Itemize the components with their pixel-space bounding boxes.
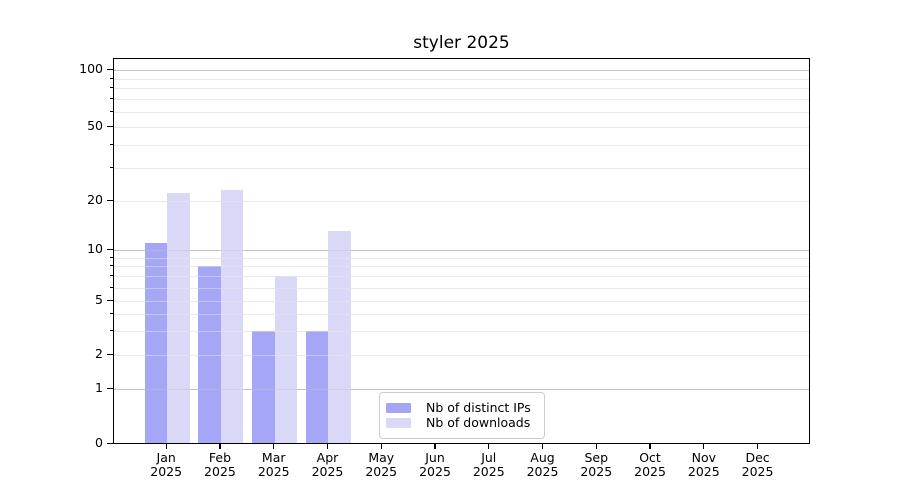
y-minor-tick-mark [110,286,113,288]
bars-layer [114,59,809,443]
gridline-minor [114,145,809,147]
gridline-minor [114,257,809,259]
x-tick-mark [326,443,329,449]
y-tick-label: 5 [95,292,103,307]
x-tick-mark [703,443,705,449]
legend-item-downloads: Nb of downloads [386,415,544,430]
bar-distinct-ips [305,331,329,443]
bar-downloads [167,193,190,443]
y-tick-mark [107,126,113,128]
legend: Nb of distinct IPs Nb of downloads [379,392,545,439]
gridline-minor [114,201,809,202]
y-tick-mark [107,388,113,390]
y-tick-label: 1 [95,380,103,395]
legend-swatch-distinct-ips [386,402,411,413]
x-tick-label: Mar 2025 [257,450,290,479]
x-tick-mark [649,443,651,449]
chart-title: styler 2025 [413,33,510,53]
bar-distinct-ips [198,266,221,443]
legend-label-downloads: Nb of downloads [426,415,531,430]
legend-label-distinct-ips: Nb of distinct IPs [426,399,531,415]
x-tick-label: May 2025 [365,450,398,479]
gridline-layer [114,59,809,443]
plot-area: Nb of distinct IPs Nb of downloads [113,58,810,444]
gridline-minor [114,112,809,113]
y-tick-label: 0 [95,435,103,450]
gridline-minor [114,168,809,170]
bar-downloads [274,276,298,443]
x-tick-label: Feb 2025 [204,450,236,479]
y-tick-mark [107,69,113,71]
y-tick-label: 20 [87,192,103,207]
y-minor-tick-mark [110,167,113,169]
x-tick-mark [380,443,382,449]
x-tick-mark [273,443,275,449]
legend-swatch-downloads [386,418,411,429]
gridline-minor [114,301,809,302]
bar-downloads [328,231,351,443]
y-minor-tick-mark [110,330,113,332]
y-tick-label: 100 [79,61,103,76]
x-tick-label: Jul 2025 [472,450,505,479]
x-tick-label: Nov 2025 [687,450,720,479]
x-tick-label: Oct 2025 [634,450,666,479]
y-minor-tick-mark [110,144,113,146]
y-minor-tick-mark [110,77,113,79]
y-minor-tick-mark [110,265,113,267]
gridline-minor [114,88,809,90]
gridline-minor [114,99,809,101]
x-tick-mark [595,443,597,449]
x-tick-mark [219,443,221,449]
y-tick-label: 50 [87,118,103,133]
x-tick-label: Sep 2025 [580,450,613,479]
bar-distinct-ips [144,243,168,443]
x-tick-mark [434,443,436,449]
x-tick-mark [488,443,490,449]
y-tick-mark [107,443,113,445]
gridline-minor [114,314,809,316]
x-tick-label: Apr 2025 [311,450,344,479]
y-tick-mark [107,300,113,302]
x-tick-label: Jan 2025 [150,450,183,479]
x-tick-label: Dec 2025 [741,450,774,479]
y-tick-label: 10 [87,241,103,256]
x-tick-mark [756,443,759,449]
x-tick-mark [165,443,167,449]
y-minor-tick-mark [110,98,113,100]
bar-distinct-ips [252,331,275,443]
y-minor-tick-mark [110,87,113,89]
gridline-minor [114,266,809,268]
gridline-minor [114,331,809,333]
gridline-minor [114,355,809,356]
x-tick-label: Aug 2025 [526,450,559,479]
y-tick-mark [107,249,113,251]
y-tick-mark [107,200,113,202]
y-tick-label: 2 [95,346,103,361]
y-minor-tick-mark [110,275,113,277]
gridline-major [114,250,809,251]
y-minor-tick-mark [110,256,113,258]
legend-item-distinct-ips: Nb of distinct IPs [386,399,544,415]
gridline-minor [114,276,809,278]
bar-downloads [220,189,244,443]
y-tick-mark [107,354,113,356]
x-tick-label: Jun 2025 [419,450,451,479]
gridline-minor [114,127,809,128]
y-minor-tick-mark [110,313,113,315]
gridline-major [114,70,809,71]
y-minor-tick-mark [110,111,113,112]
x-tick-mark [541,443,544,449]
gridline-major [114,389,809,390]
gridline-minor [114,78,809,80]
gridline-minor [114,287,809,289]
